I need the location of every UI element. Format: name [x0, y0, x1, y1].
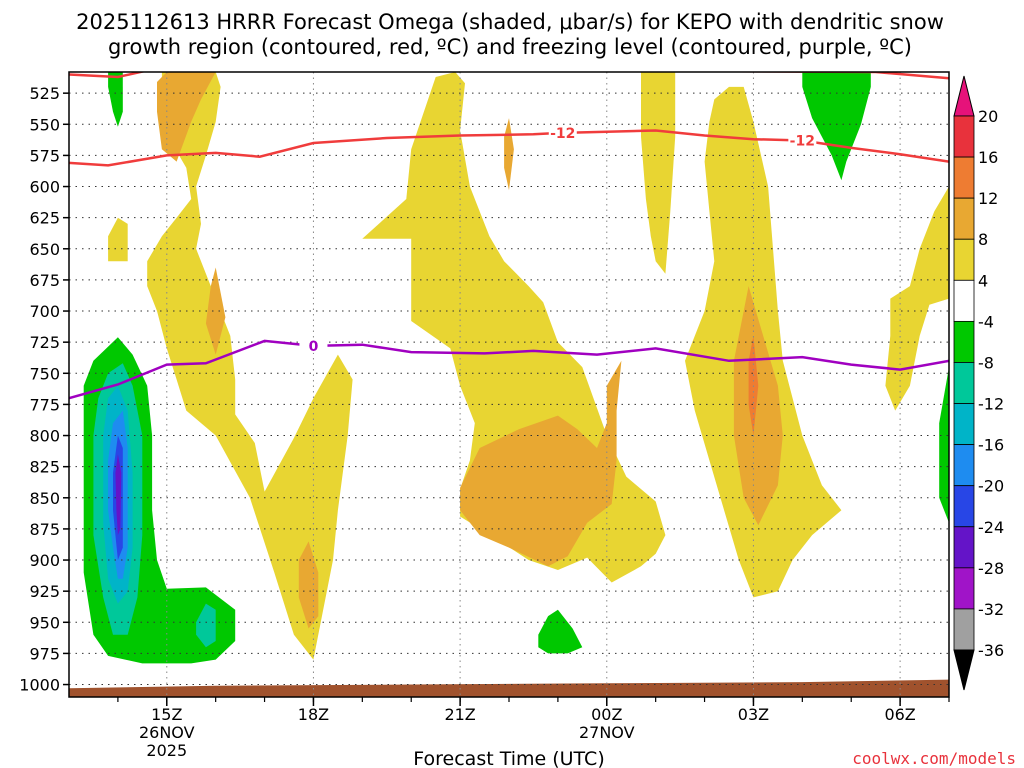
credit-link[interactable]: coolwx.com/models: [852, 749, 1016, 768]
colorbar-label--28: -28: [978, 559, 1004, 578]
colorbar-band: [953, 238, 975, 281]
freezing-label-bg: [299, 337, 328, 353]
omega-region-descent-far-east: [885, 186, 949, 411]
y-tick-label-825: 825: [29, 458, 60, 477]
colorbar-band: [953, 444, 975, 487]
colorbar-band: [953, 156, 975, 199]
y-tick-label-700: 700: [29, 302, 60, 321]
y-tick-label-900: 900: [29, 551, 60, 570]
x-tick-label-00Z: 00Z: [591, 705, 622, 724]
y-tick-label-850: 850: [29, 489, 60, 508]
x-date-label-26NOV: 26NOV: [139, 723, 195, 742]
omega-region-ascent-top-right: [802, 72, 871, 181]
omega-region-descent-east-top: [641, 72, 676, 274]
y-tick-label-1000: 1000: [19, 676, 60, 695]
x-tick-label-18Z: 18Z: [298, 705, 329, 724]
colorbar-label--32: -32: [978, 600, 1004, 619]
x-year-label: 2025: [146, 741, 187, 760]
y-tick-label-725: 725: [29, 333, 60, 352]
terrain-layer: [69, 679, 949, 697]
omega-region-descent-small-orange-3: [504, 118, 514, 191]
y-tick-label-950: 950: [29, 613, 60, 632]
colorbar-label--8: -8: [978, 353, 994, 372]
y-tick-label-925: 925: [29, 582, 60, 601]
omega-region-ascent-mid: [538, 609, 583, 654]
omega-region-ascent-sw-teal: [196, 603, 216, 648]
colorbar-label--20: -20: [978, 477, 1004, 496]
freezing-level-line: [69, 339, 949, 400]
x-axis-title: Forecast Time (UTC): [413, 748, 604, 768]
omega-region-descent-west-orange: [157, 72, 216, 162]
dgz-label-1: -12: [550, 126, 575, 142]
y-tick-label-800: 800: [29, 427, 60, 446]
x-tick-label-06Z: 06Z: [884, 705, 915, 724]
colorbar-band: [953, 197, 975, 240]
omega-region-ascent-top-left: [108, 72, 123, 127]
y-tick-label-775: 775: [29, 395, 60, 414]
colorbar-label-8: 8: [978, 230, 988, 249]
y-tick-label-975: 975: [29, 644, 60, 663]
omega-region-ascent-right-edge: [939, 367, 949, 523]
colorbar-label--24: -24: [978, 518, 1004, 537]
dgz-top-contour-line: [69, 72, 949, 80]
colorbar-band: [953, 526, 975, 569]
y-tick-label-750: 750: [29, 364, 60, 383]
omega-shading: [83, 72, 949, 664]
y-tick-label-875: 875: [29, 520, 60, 539]
chart-title-line1: 2025112613 HRRR Forecast Omega (shaded, …: [76, 10, 944, 34]
chart-title-line2: growth region (contoured, red, ºC) and f…: [108, 35, 912, 59]
y-tick-label-550: 550: [29, 115, 60, 134]
y-tick-label-525: 525: [29, 84, 60, 103]
x-tick-label-21Z: 21Z: [444, 705, 475, 724]
colorbar-label-12: 12: [978, 189, 998, 208]
contour-lines: -12 -12 0: [69, 72, 949, 400]
x-tick-label-03Z: 03Z: [738, 705, 769, 724]
colorbar-band: [953, 567, 975, 610]
omega-region-descent-west: [147, 72, 353, 660]
plot-area: -12 -12 0: [68, 71, 950, 698]
omega-region-descent-west-edge: [108, 217, 128, 262]
colorbar-band: [953, 485, 975, 528]
dgz-label-2-bg: [788, 132, 817, 148]
colorbar-band: [953, 279, 975, 322]
x-date-label-27NOV: 27NOV: [579, 723, 635, 742]
colorbar-top-arrow: [953, 75, 975, 117]
colorbar-label-20: 20: [978, 107, 998, 126]
y-tick-label-600: 600: [29, 178, 60, 197]
omega-region-ascent-west-purple: [115, 454, 122, 536]
colorbar-label--12: -12: [978, 395, 1004, 414]
colorbar-band: [953, 115, 975, 158]
colorbar-bottom-arrow: [953, 649, 975, 691]
colorbar: 20 16 12 8 4 -4 -8 -12 -16 -20 -24 -28 -32 -36: [953, 75, 1004, 691]
y-tick-label-675: 675: [29, 271, 60, 290]
terrain-surface: [69, 679, 949, 697]
y-tick-label-575: 575: [29, 146, 60, 165]
colorbar-label--4: -4: [978, 312, 994, 331]
colorbar-band: [953, 320, 975, 363]
y-tick-label-625: 625: [29, 209, 60, 228]
dgz-label-1-bg: [548, 125, 577, 141]
colorbar-label--16: -16: [978, 436, 1004, 455]
colorbar-label-16: 16: [978, 148, 998, 167]
colorbar-band: [953, 403, 975, 446]
colorbar-label-4: 4: [978, 271, 988, 290]
colorbar-label--36: -36: [978, 641, 1004, 660]
y-tick-label-650: 650: [29, 240, 60, 259]
colorbar-band: [953, 362, 975, 404]
omega-region-descent-core-orange: [460, 360, 622, 567]
colorbar-band: [953, 608, 975, 651]
freezing-label: 0: [309, 339, 319, 355]
omega-region-descent-east-orange: [733, 286, 783, 526]
omega-region-descent-small-orange-1: [205, 267, 226, 355]
x-tick-label-15Z: 15Z: [151, 705, 182, 724]
dgz-label-2: -12: [790, 133, 815, 149]
y-axis: 525 550 575 600 625 650 675 700 725 750 775 800 825 8…: [19, 84, 69, 695]
